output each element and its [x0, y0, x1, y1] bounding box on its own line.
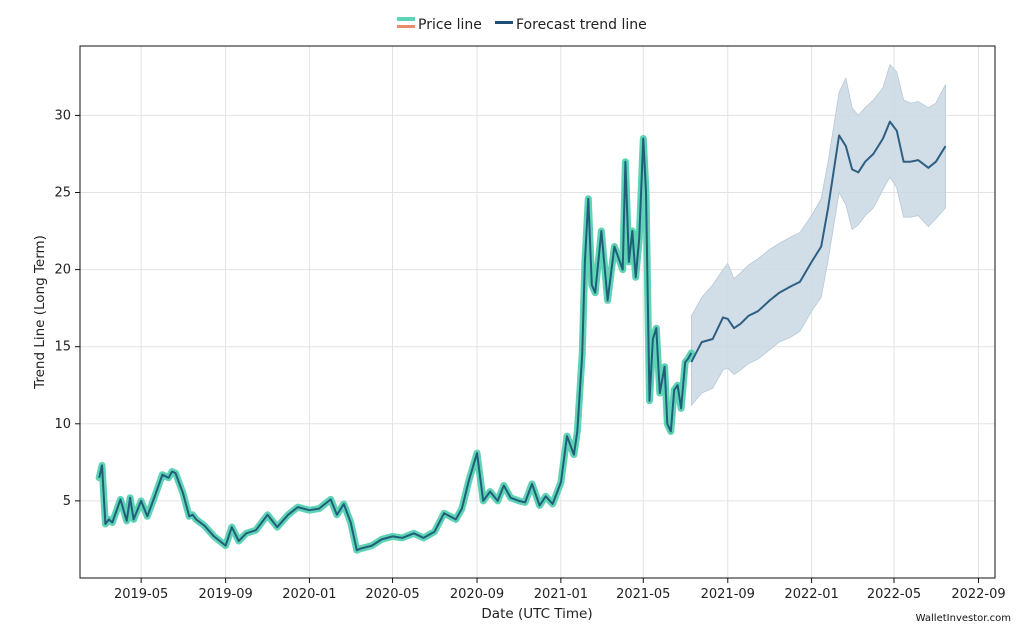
y-tick-label: 30 [54, 108, 71, 123]
x-tick-label: 2022-05 [867, 587, 921, 602]
y-tick-label: 5 [63, 494, 71, 509]
plot-frame [79, 45, 996, 579]
x-tick-label: 2021-09 [701, 587, 755, 602]
legend-forecast-label: Forecast trend line [516, 17, 647, 33]
y-axis-ticks: 5 10 15 20 25 30 [54, 108, 80, 509]
confidence-band [691, 63, 946, 407]
legend-price-label: Price line [418, 17, 482, 33]
y-tick-label: 20 [54, 263, 71, 278]
x-tick-label: 2020-09 [450, 587, 504, 602]
x-tick-label: 2019-09 [198, 587, 252, 602]
y-tick-label: 10 [54, 417, 71, 432]
forecast-trend-line [690, 120, 947, 363]
x-axis-title: Date (UTC Time) [481, 606, 592, 622]
price-line [98, 137, 693, 552]
legend-price-swatch [397, 17, 415, 21]
x-tick-label: 2022-01 [784, 587, 838, 602]
y-tick-label: 25 [54, 185, 71, 200]
x-tick-label: 2019-05 [114, 587, 168, 602]
x-tick-label: 2021-01 [534, 587, 588, 602]
legend-forecast-swatch [495, 21, 513, 24]
legend: Price line Forecast trend line [397, 17, 647, 33]
x-axis-ticks: 2019-05 2019-09 2020-01 2020-05 2020-09 2021-… [114, 578, 1006, 602]
price-line-halo [95, 135, 695, 554]
x-tick-label: 2022-09 [951, 587, 1005, 602]
watermark: WalletInvestor.com [915, 613, 1011, 624]
y-tick-label: 15 [54, 340, 71, 355]
x-tick-label: 2020-05 [365, 587, 419, 602]
grid [80, 46, 995, 578]
legend-price-swatch-accent [397, 25, 415, 28]
x-tick-label: 2020-01 [282, 587, 336, 602]
y-axis-title: Trend Line (Long Term) [32, 235, 48, 390]
x-tick-label: 2021-05 [616, 587, 670, 602]
